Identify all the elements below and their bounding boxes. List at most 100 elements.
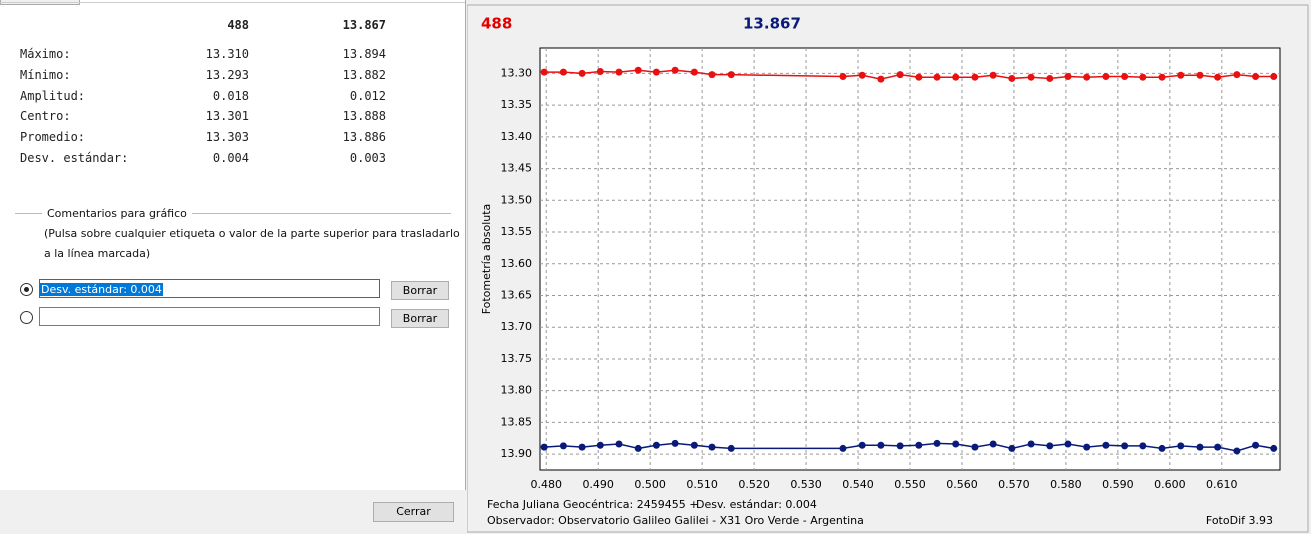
- close-button[interactable]: Cerrar: [373, 502, 454, 522]
- stat-value: 13.888: [342, 109, 386, 124]
- stat-value: 13.310: [205, 47, 249, 61]
- y-tick-label: 13.55: [501, 225, 533, 238]
- row-label: Máximo:: [20, 47, 71, 61]
- delete-button[interactable]: Borrar: [391, 309, 449, 328]
- row-label: Desv. estándar:: [20, 151, 129, 165]
- y-tick-label: 13.45: [501, 162, 533, 175]
- comment-input[interactable]: [39, 307, 380, 326]
- comment-input[interactable]: Desv. estándar: 0.004: [39, 279, 380, 298]
- stat-value: 13.303: [205, 130, 249, 145]
- data-point: [858, 441, 866, 449]
- data-point: [578, 443, 586, 451]
- x-tick-label: 0.580: [1050, 478, 1082, 491]
- data-point: [1233, 71, 1241, 79]
- comment-text: Desv. estándar: 0.004: [40, 283, 163, 296]
- stat-value: 13.293: [205, 67, 249, 82]
- help-text: a la línea marcada): [44, 247, 151, 260]
- data-point: [915, 73, 923, 81]
- y-tick-label: 13.70: [501, 320, 533, 333]
- data-point: [671, 66, 679, 74]
- data-point: [858, 71, 866, 79]
- data-point: [1177, 442, 1185, 450]
- y-tick-label: 13.30: [501, 66, 533, 79]
- stat-value: 0.012: [349, 88, 386, 103]
- y-tick-label: 13.75: [501, 352, 533, 365]
- data-point: [1083, 443, 1091, 451]
- data-point: [952, 440, 960, 448]
- data-point: [1196, 443, 1204, 451]
- row-label: Promedio:: [20, 130, 86, 145]
- data-point: [877, 75, 885, 83]
- data-point: [839, 73, 847, 81]
- data-point: [1102, 441, 1110, 449]
- data-point: [1008, 444, 1016, 452]
- chart: 488 13.867 Fotometría absoluta Fecha Jul…: [467, 4, 1309, 533]
- footer-text: Fecha Juliana Geocéntrica: 2459455 +: [487, 498, 698, 511]
- stat-value: 0.018: [212, 88, 249, 103]
- stat-value: 13.882: [342, 67, 386, 82]
- y-tick-label: 13.35: [501, 98, 533, 111]
- stat-value: 0.004: [212, 151, 249, 165]
- stat-value: 13.886: [342, 130, 386, 145]
- radio[interactable]: [20, 311, 33, 324]
- data-point: [1027, 73, 1035, 81]
- data-point: [1027, 440, 1035, 448]
- data-point: [1158, 73, 1166, 81]
- x-tick-label: 0.560: [946, 478, 978, 491]
- radio-selected[interactable]: [20, 283, 33, 296]
- footer-text: Observador: Observatorio Galileo Galilei…: [487, 514, 864, 527]
- data-point: [1121, 442, 1129, 450]
- data-point: [1083, 73, 1091, 81]
- footer-text: FotoDif 3.93: [1206, 514, 1273, 527]
- data-point: [634, 66, 642, 74]
- delete-button[interactable]: Borrar: [391, 281, 449, 300]
- data-point: [652, 68, 660, 76]
- data-point: [1196, 71, 1204, 79]
- data-point: [839, 444, 847, 452]
- y-tick-label: 13.65: [501, 288, 533, 301]
- data-point: [1158, 444, 1166, 452]
- y-tick-label: 13.50: [501, 193, 533, 206]
- data-point: [690, 68, 698, 76]
- data-point: [690, 441, 698, 449]
- data-point: [1270, 73, 1278, 81]
- x-tick-label: 0.480: [530, 478, 562, 491]
- stat-value: 13.894: [342, 47, 386, 61]
- data-point: [540, 443, 548, 451]
- data-point: [933, 73, 941, 81]
- data-point: [708, 443, 716, 451]
- data-point: [559, 442, 567, 450]
- data-point: [915, 441, 923, 449]
- y-tick-label: 13.85: [501, 415, 533, 428]
- data-point: [578, 69, 586, 77]
- x-tick-label: 0.550: [894, 478, 926, 491]
- x-tick-label: 0.500: [634, 478, 666, 491]
- series-label: 13.867: [743, 15, 801, 33]
- data-point: [971, 73, 979, 81]
- data-point: [1139, 73, 1147, 81]
- group-title: Comentarios para gráfico: [42, 207, 192, 220]
- x-tick-label: 0.530: [790, 478, 822, 491]
- row-label: Centro:: [20, 109, 71, 124]
- data-point: [559, 68, 567, 76]
- x-tick-label: 0.540: [842, 478, 874, 491]
- data-point: [1214, 443, 1222, 451]
- data-point: [1233, 447, 1241, 455]
- group-line: [15, 213, 451, 214]
- help-text: (Pulsa sobre cualquier etiqueta o valor …: [44, 227, 460, 240]
- data-point: [708, 71, 716, 79]
- data-point: [1064, 73, 1072, 81]
- x-tick-label: 0.490: [582, 478, 614, 491]
- data-point: [671, 439, 679, 447]
- data-point: [727, 444, 735, 452]
- x-tick-label: 0.520: [738, 478, 770, 491]
- data-point: [1046, 74, 1054, 82]
- data-point: [1270, 444, 1278, 452]
- data-point: [1121, 73, 1129, 81]
- x-tick-label: 0.590: [1102, 478, 1134, 491]
- data-point: [615, 440, 623, 448]
- row-label: Amplitud:: [20, 88, 86, 103]
- tab-line: [0, 2, 465, 3]
- column-header: 488: [227, 18, 249, 32]
- data-point: [727, 71, 735, 79]
